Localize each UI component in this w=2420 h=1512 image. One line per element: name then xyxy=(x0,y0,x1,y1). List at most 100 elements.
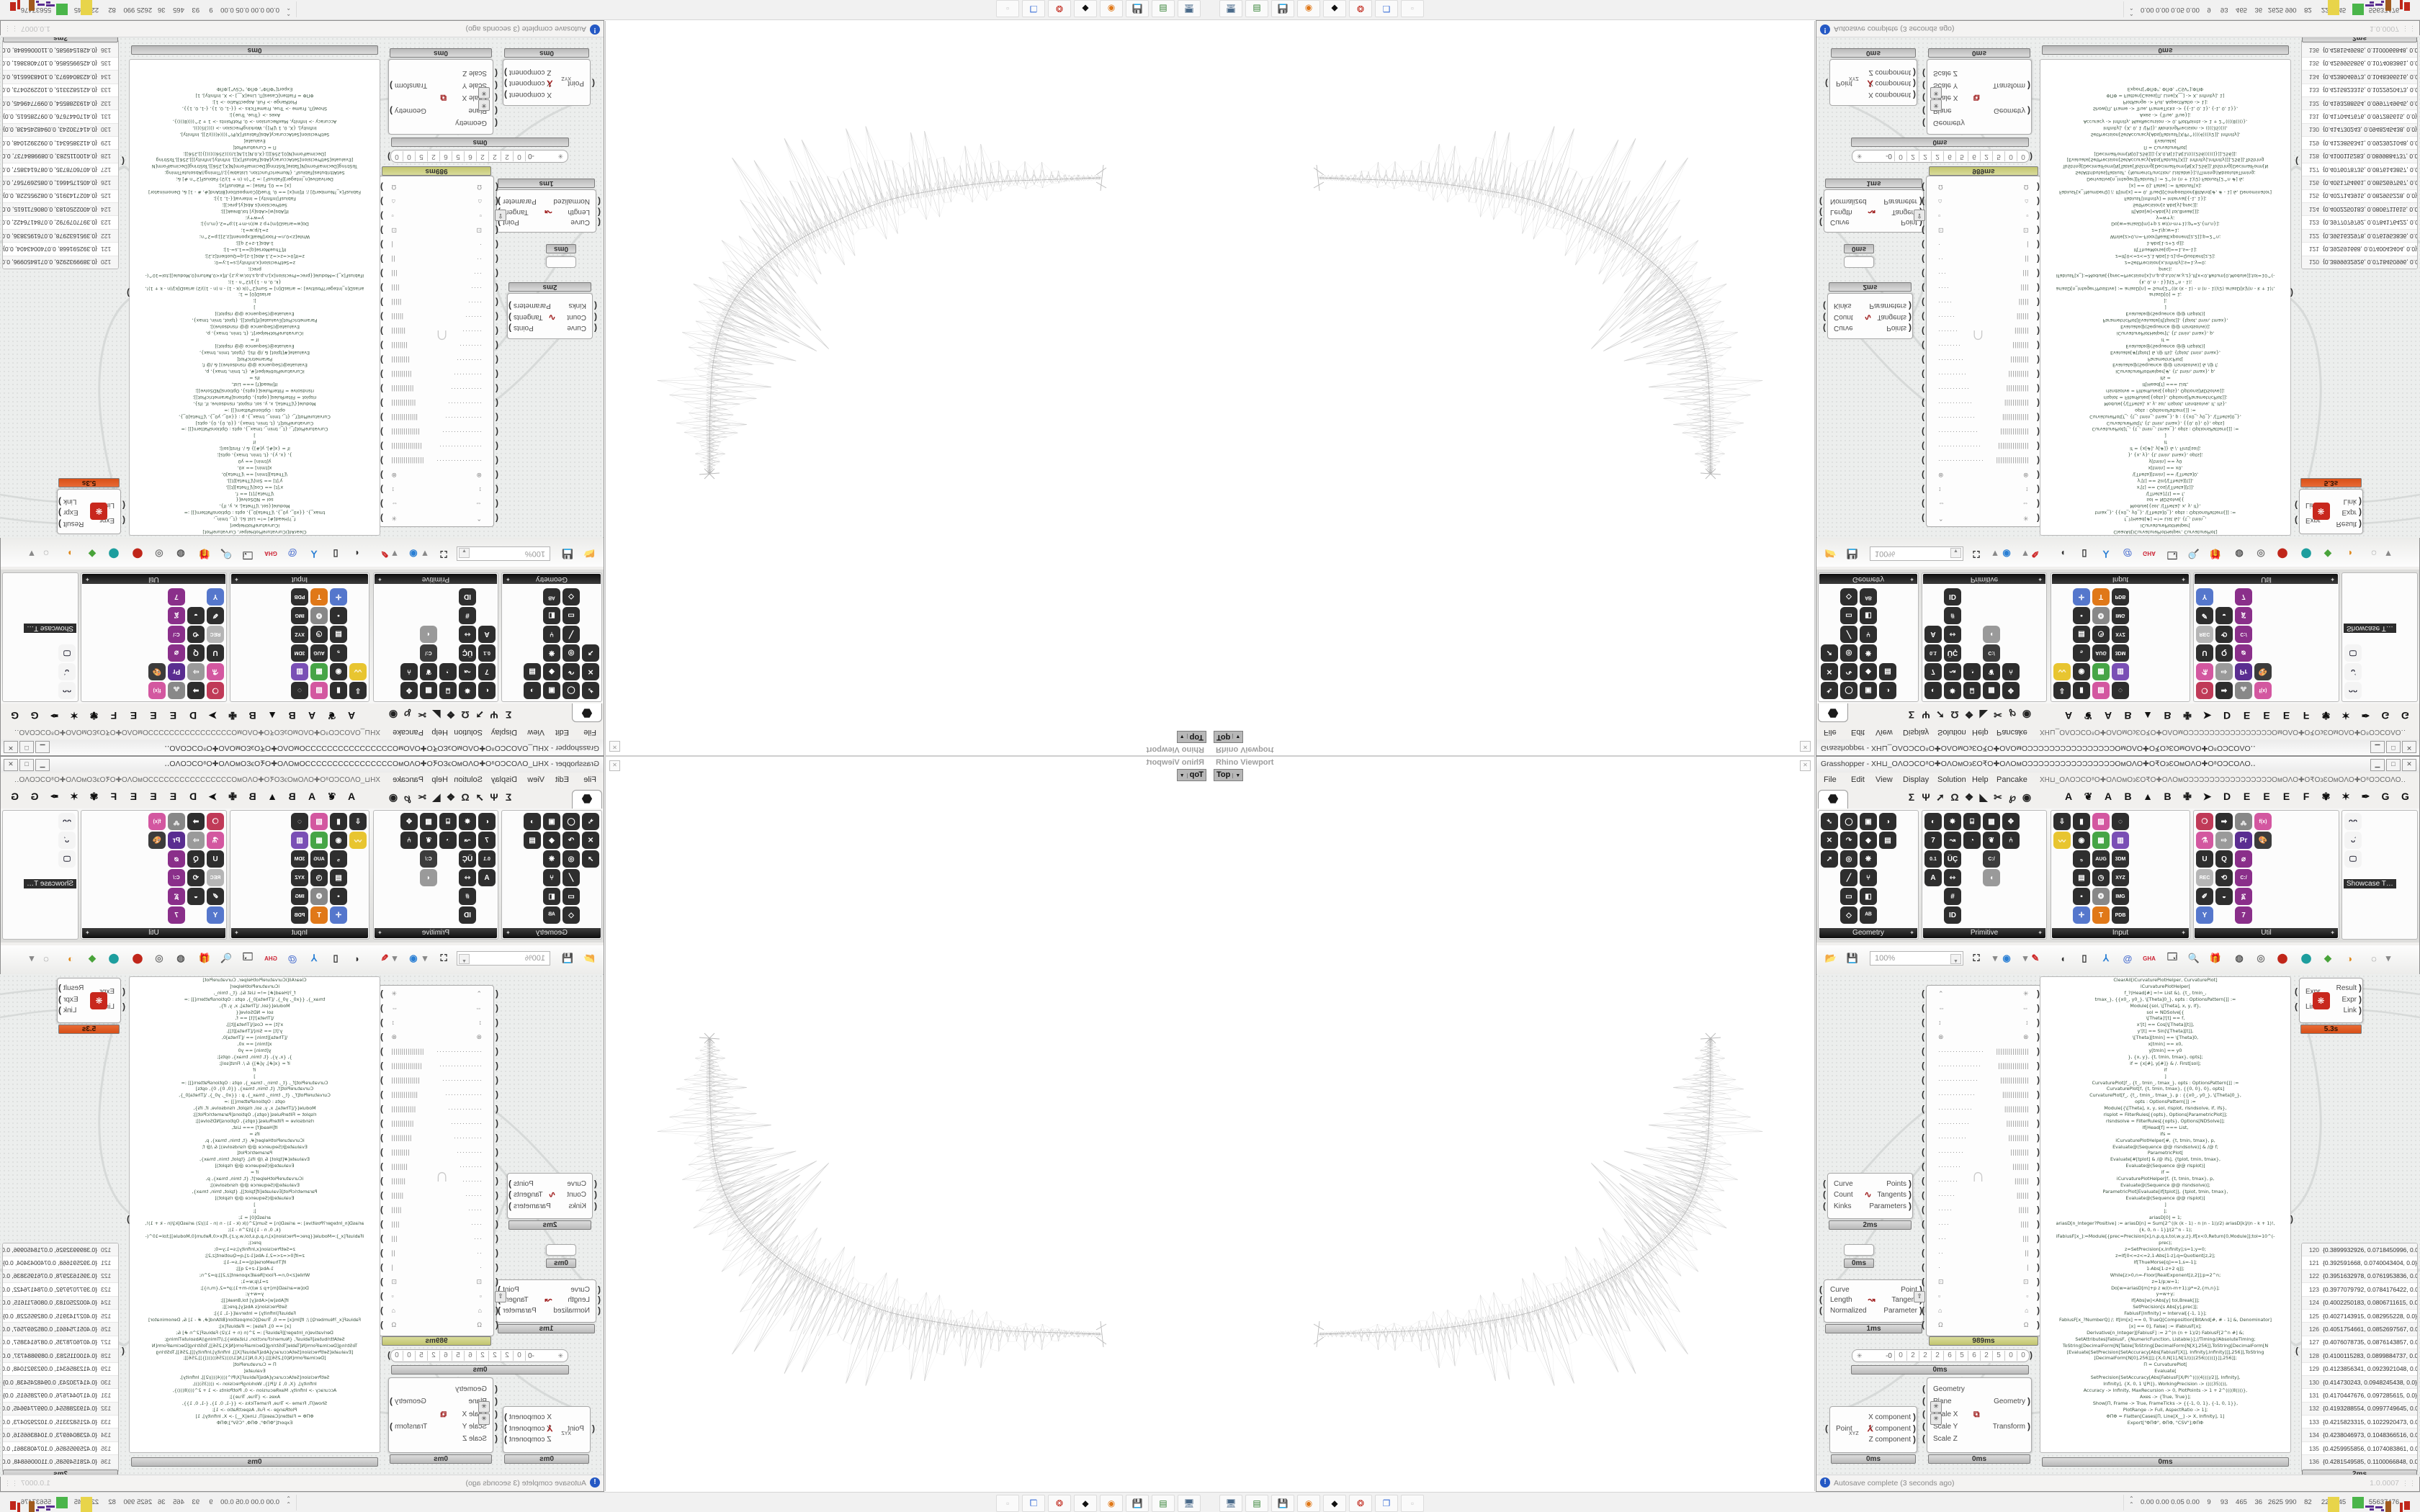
port-stub[interactable]: ) xyxy=(58,508,61,518)
plugin-tab-7[interactable]: ➤ xyxy=(2202,710,2212,721)
component-icon[interactable]: ▩ xyxy=(420,682,437,699)
port-stub[interactable]: ) xyxy=(2027,1396,2030,1407)
dark-wolf-app-icon[interactable]: ◆ xyxy=(1323,1495,1346,1512)
mesh-tab[interactable]: ◣ xyxy=(1979,791,1988,803)
output-port-expr[interactable]: Expr xyxy=(63,508,79,517)
floppy64-app-icon[interactable]: 💾 xyxy=(1126,0,1149,17)
component-icon[interactable]: ➚ xyxy=(582,850,599,868)
dark-wolf-app-icon[interactable]: ◆ xyxy=(1074,1495,1097,1512)
expression-link-component[interactable]: Expr(Link(Result)Expr)Link)❋ xyxy=(57,978,125,1023)
component-icon[interactable]: AUG xyxy=(310,850,328,868)
component-icon[interactable]: ❋ xyxy=(1860,850,1877,868)
port-stub[interactable]: ) xyxy=(380,1161,383,1171)
port-stub[interactable]: ( xyxy=(1922,1205,1924,1215)
plugin-tab-13[interactable]: ✾ xyxy=(2321,791,2331,802)
plugin-tab-15[interactable]: ✒ xyxy=(50,791,59,802)
component-icon[interactable]: ᴬᴮ xyxy=(543,906,560,924)
digit-cell[interactable]: 5 xyxy=(416,1351,428,1361)
port-stub[interactable]: ) xyxy=(380,1089,383,1099)
component-icon[interactable]: U xyxy=(207,644,224,662)
zoom-frame-icon[interactable]: ⛶ xyxy=(440,953,447,963)
ghost-app-icon[interactable]: ▫ xyxy=(996,0,1019,17)
port-stub[interactable]: ( xyxy=(495,1384,498,1395)
menu-item-view[interactable]: View xyxy=(527,728,544,737)
output-port-transform[interactable]: Transform xyxy=(1992,81,2025,90)
port-stub[interactable]: ) xyxy=(380,384,383,394)
port-stub[interactable]: ) xyxy=(58,1004,61,1015)
sketch-pen-icon[interactable]: ✎ xyxy=(2031,953,2040,963)
green-drive-app-icon[interactable]: ▤ xyxy=(1245,1495,1268,1512)
component-icon[interactable]: ⌀ xyxy=(168,850,185,868)
port-stub[interactable]: ) xyxy=(380,456,383,466)
plugin-tab-5[interactable]: B xyxy=(2164,791,2172,802)
component-icon[interactable]: A xyxy=(1924,626,1942,643)
axes-icon[interactable]: ⅄ xyxy=(2103,549,2109,559)
component-icon[interactable]: ◆ xyxy=(543,663,560,680)
zoom-level-select[interactable]: 100% ▼ xyxy=(457,546,550,561)
component-icon[interactable]: ◧ xyxy=(543,607,560,624)
sketch-pen-icon[interactable]: ✎ xyxy=(380,953,389,963)
plugin-tab-0[interactable]: A xyxy=(347,710,356,721)
zoom-level-select[interactable]: 100% ▼ xyxy=(457,951,550,966)
port-stub[interactable]: ( xyxy=(122,986,125,997)
expression-button[interactable]: ✳ xyxy=(1930,87,1942,99)
port-stub[interactable]: ) xyxy=(380,1190,383,1200)
port-stub[interactable]: ) xyxy=(2037,989,2040,999)
component-icon[interactable]: ◇ xyxy=(563,906,580,924)
ribbon-group-label[interactable]: Util ✦ xyxy=(82,928,225,938)
port-stub[interactable]: ) xyxy=(380,240,383,250)
component-icon[interactable]: ⇿ xyxy=(1944,626,1961,643)
component-icon[interactable]: ⑃ xyxy=(2002,663,2020,680)
relay-component[interactable] xyxy=(1844,256,1874,268)
port-stub[interactable]: ) xyxy=(508,301,511,312)
title-bar[interactable]: Grasshopper - XH⊔_OΛOƆCO⁸O✚OΛOᴍO϶ƐO₹O✚OΛ… xyxy=(1,757,604,773)
input-port-geometry[interactable]: Geometry xyxy=(455,118,487,127)
port-stub[interactable]: ) xyxy=(2359,994,2362,1004)
display-tab[interactable]: ◉ xyxy=(2022,709,2032,721)
input-port-normalized[interactable]: Normalized xyxy=(1830,197,1867,206)
port-stub[interactable]: ) xyxy=(1909,1189,1912,1200)
plugin-tab-17[interactable]: G xyxy=(2401,791,2409,802)
digit-scroller-component[interactable]: ✳ -0 0 2 2 2 6 5 6 2 5 0 0 xyxy=(390,1349,568,1362)
plugin-tab-2[interactable]: A xyxy=(308,710,316,721)
port-stub[interactable]: ( xyxy=(496,1003,498,1013)
input-port-geometry[interactable]: Geometry xyxy=(1933,1385,1965,1394)
port-stub[interactable]: ) xyxy=(380,1205,383,1215)
plugin-tab-17[interactable]: G xyxy=(11,791,19,802)
port-stub[interactable]: ) xyxy=(2037,1277,2040,1287)
menu-item-view[interactable]: View xyxy=(1876,775,1893,784)
component-icon[interactable]: ▤ xyxy=(1879,832,1896,849)
port-stub[interactable]: ) xyxy=(380,225,383,235)
output-port-x-component[interactable]: X component xyxy=(1868,91,1911,99)
export-window-icon[interactable]: 🗔 xyxy=(2166,951,2178,962)
port-stub[interactable]: ) xyxy=(380,1248,383,1258)
port-stub[interactable]: ) xyxy=(2037,1133,2040,1143)
port-stub[interactable]: ) xyxy=(2037,1104,2040,1114)
plugin-tab-15[interactable]: ✒ xyxy=(2361,791,2370,802)
component-icon[interactable]: 🖵 xyxy=(58,850,76,868)
divide-curve-component[interactable]: Curve(Count(Kinks(Points) Tangents) Parame… xyxy=(507,1173,597,1219)
barrel-icon[interactable]: ⬤ xyxy=(2277,953,2288,963)
component-icon[interactable]: ⑃ xyxy=(400,832,418,849)
port-stub[interactable]: ( xyxy=(598,1295,601,1305)
component-icon[interactable]: REC xyxy=(207,869,224,886)
digit-cell[interactable]: 6 xyxy=(440,151,452,161)
component-icon[interactable]: PDB xyxy=(2112,906,2129,924)
gha-icon[interactable]: GHA xyxy=(264,550,277,557)
ribbon-group-label[interactable]: Util ✦ xyxy=(2195,574,2338,584)
menu-item-file[interactable]: File xyxy=(583,775,596,784)
port-stub[interactable]: ) xyxy=(380,441,383,451)
component-icon[interactable]: ⌀ xyxy=(168,644,185,662)
curve-tab[interactable]: Ω xyxy=(461,791,470,803)
plugin-tab-3[interactable]: B xyxy=(2124,710,2132,721)
port-stub[interactable]: ( xyxy=(1922,254,1924,264)
menu-item-edit[interactable]: Edit xyxy=(1851,775,1865,784)
transform-tab[interactable]: ℘ xyxy=(404,709,411,721)
plugin-tab-14[interactable]: ✶ xyxy=(2341,791,2350,802)
component-icon[interactable]: C:/ xyxy=(2235,869,2252,886)
input-port-curve[interactable]: Curve xyxy=(1834,1179,1853,1188)
component-icon[interactable]: ❋ xyxy=(543,644,560,662)
transform-tab[interactable]: ℘ xyxy=(2009,709,2016,721)
port-stub[interactable]: ) xyxy=(380,1075,383,1085)
component-icon[interactable]: PDB xyxy=(291,588,308,606)
